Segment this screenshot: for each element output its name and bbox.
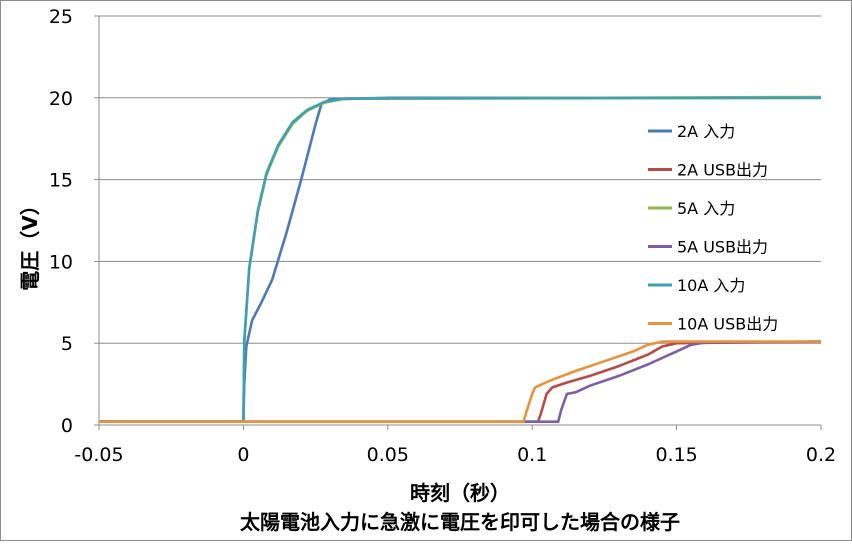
series-line-0 [99,96,821,424]
series-line-5 [99,340,821,424]
x-tick-label: 0.15 [655,444,697,466]
chart-caption: 太陽電池入力に急激に電圧を印可した場合の様子 [240,510,680,534]
y-tick-label: 25 [49,6,73,28]
y-tick-label: 15 [49,170,73,192]
x-axis-title: 時刻（秒） [410,481,510,505]
legend-label: 2A USB出力 [677,161,768,180]
x-tick-label: 0.05 [367,444,409,466]
series-line-1 [99,340,822,424]
x-tick-label: -0.05 [74,444,123,466]
y-tick-label: 0 [61,415,73,437]
legend-label: 10A USB出力 [677,315,778,334]
x-tick-label: 0.2 [806,444,836,466]
y-tick-label: 20 [49,88,73,110]
series-layer [99,95,822,424]
legend-label: 10A 入力 [677,276,745,295]
y-tick-label: 10 [49,251,73,273]
y-axis-title: 電圧（V） [18,195,42,290]
series-line-4 [99,96,822,424]
legend-label: 5A 入力 [677,199,735,218]
x-tick-label: 0 [237,444,249,466]
series-line-2 [99,95,822,424]
y-tick-label: 5 [61,333,73,355]
legend: 2A 入力 2A USB出力 5A 入力 5A USB出力 10A 入力 10A USB出… [648,122,778,334]
series-line-3 [99,340,822,424]
legend-label: 5A USB出力 [677,238,768,257]
x-tick-label: 0.1 [517,444,547,466]
legend-label: 2A 入力 [677,122,735,141]
axes [94,15,822,430]
